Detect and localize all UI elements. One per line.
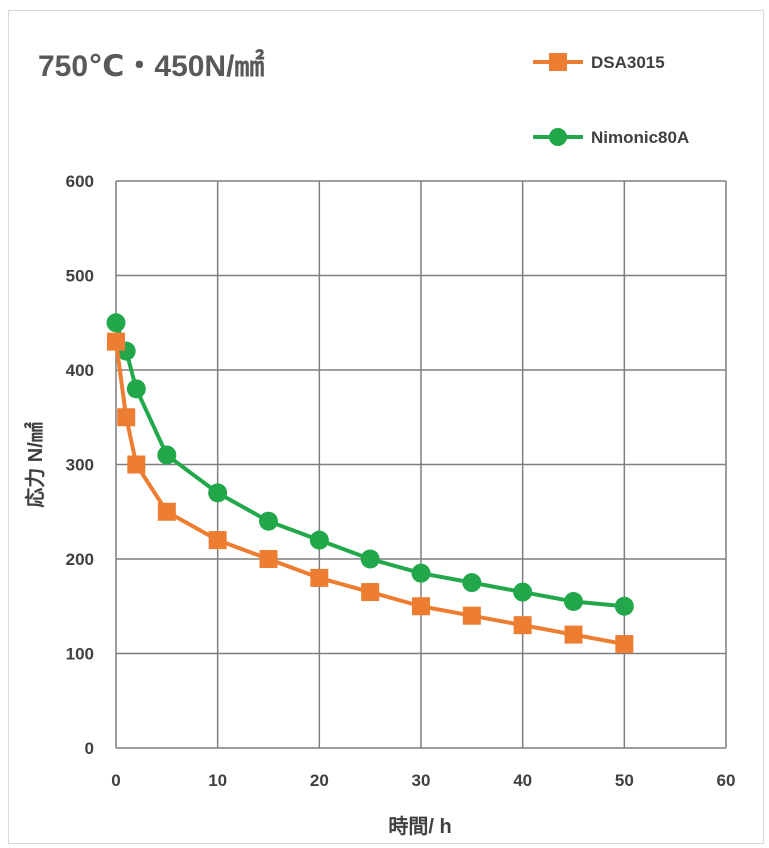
legend-label: DSA3015: [591, 53, 665, 72]
y-axis-title: 応力 N/㎟: [23, 422, 47, 508]
data-point-nimonic80a: [462, 573, 482, 593]
x-tick-label: 30: [412, 771, 431, 790]
y-tick-label: 400: [66, 361, 94, 380]
data-point-nimonic80a: [259, 511, 278, 531]
grid: [115, 180, 727, 749]
data-point-nimonic80a: [157, 445, 177, 465]
legend-label: Nimonic80A: [591, 128, 689, 147]
x-tick-label: 0: [111, 771, 120, 790]
data-point-dsa3015: [157, 502, 176, 521]
data-point-nimonic80a: [614, 596, 634, 616]
x-tick-label: 40: [513, 771, 532, 790]
y-tick-label: 600: [66, 172, 94, 191]
legend-item-nimonic80a: Nimonic80A: [533, 128, 689, 147]
y-tick-label: 300: [66, 456, 94, 475]
x-tick-label: 60: [717, 771, 736, 790]
data-point-dsa3015: [412, 597, 430, 616]
data-point-nimonic80a: [513, 582, 533, 602]
data-point-nimonic80a: [411, 563, 431, 583]
legend-item-dsa3015: DSA3015: [533, 53, 665, 72]
data-point-dsa3015: [127, 455, 146, 474]
x-tick-label: 50: [615, 771, 634, 790]
legend: DSA3015 Nimonic80A: [533, 53, 689, 147]
chart-frame: [8, 10, 764, 844]
data-point-nimonic80a: [564, 592, 583, 612]
x-tick-label: 10: [208, 771, 227, 790]
data-point-dsa3015: [513, 616, 532, 635]
data-point-dsa3015: [564, 625, 583, 644]
data-point-nimonic80a: [360, 549, 380, 569]
y-tick-label: 200: [66, 550, 94, 569]
data-point-dsa3015: [310, 568, 329, 587]
series-dsa3015: [107, 332, 634, 654]
data-point-dsa3015: [107, 332, 125, 351]
y-tick-label: 0: [85, 739, 94, 758]
chart-title: 750℃・450N/㎟: [38, 49, 264, 83]
data-point-nimonic80a: [126, 379, 146, 399]
x-tick-label: 20: [310, 771, 329, 790]
data-point-dsa3015: [259, 550, 278, 568]
data-point-dsa3015: [117, 408, 136, 427]
data-point-dsa3015: [615, 635, 634, 654]
y-tick-label: 100: [66, 645, 94, 664]
data-point-dsa3015: [208, 531, 227, 550]
data-point-nimonic80a: [106, 313, 126, 333]
data-point-nimonic80a: [309, 530, 329, 550]
series-nimonic80a: [106, 313, 634, 616]
x-axis-title: 時間/ h: [388, 814, 451, 838]
data-point-nimonic80a: [208, 483, 228, 503]
legend-marker-circle: [549, 128, 567, 146]
legend-marker-square: [549, 53, 567, 71]
y-tick-label: 500: [66, 267, 94, 286]
data-point-dsa3015: [462, 606, 481, 625]
data-point-dsa3015: [361, 583, 380, 602]
series-layer: [106, 313, 634, 654]
